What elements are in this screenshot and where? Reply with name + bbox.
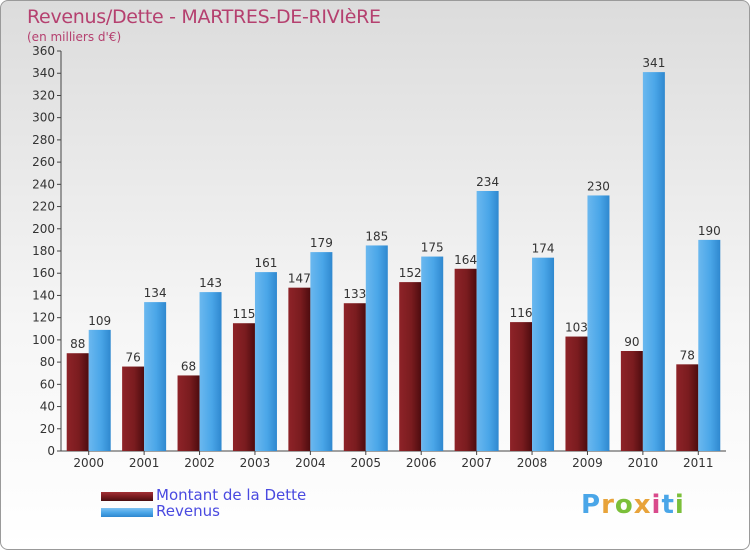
revenue-bar-label: 179 xyxy=(310,236,333,250)
revenue-bar-label: 190 xyxy=(698,224,721,238)
debt-bar xyxy=(232,323,255,451)
debt-bar xyxy=(510,322,533,451)
x-tick-label: 2001 xyxy=(129,456,160,470)
debt-bar-label: 76 xyxy=(125,351,140,365)
y-tick-label: 340 xyxy=(32,66,55,80)
debt-bar xyxy=(676,364,699,451)
debt-bar-label: 115 xyxy=(233,307,256,321)
y-tick-label: 140 xyxy=(32,288,55,302)
chart-title: Revenus/Dette - MARTRES-DE-RIVIèRE xyxy=(27,6,381,28)
logo-letter: x xyxy=(633,490,652,520)
y-tick-label: 180 xyxy=(32,244,55,258)
debt-bar-label: 152 xyxy=(399,266,422,280)
y-tick-label: 100 xyxy=(32,333,55,347)
debt-bar xyxy=(565,336,588,451)
debt-bar-label: 116 xyxy=(510,306,533,320)
revenue-bar xyxy=(698,239,721,451)
proxiti-logo: Proxiti xyxy=(581,490,685,520)
logo-letter: r xyxy=(601,490,615,520)
debt-bar xyxy=(288,287,311,451)
x-tick-label: 2003 xyxy=(240,456,271,470)
revenue-bar-label: 230 xyxy=(587,179,610,193)
x-tick-label: 2004 xyxy=(295,456,326,470)
debt-bar-label: 90 xyxy=(624,335,639,349)
x-tick-label: 2007 xyxy=(461,456,492,470)
debt-bar xyxy=(399,282,422,451)
y-tick-label: 240 xyxy=(32,177,55,191)
x-tick-label: 2009 xyxy=(572,456,603,470)
revenue-bar xyxy=(532,257,555,451)
legend-label-revenue: Revenus xyxy=(156,502,220,520)
debt-bar-label: 103 xyxy=(565,321,588,335)
revenue-bar xyxy=(144,302,167,451)
debt-bar xyxy=(620,351,643,451)
x-tick-label: 2005 xyxy=(351,456,382,470)
revenue-bar-label: 134 xyxy=(144,286,167,300)
logo-letter: P xyxy=(581,490,602,520)
revenue-bar-label: 185 xyxy=(365,229,388,243)
revenue-bar xyxy=(310,252,333,451)
y-tick-label: 60 xyxy=(40,377,55,391)
logo-letter: t xyxy=(661,490,675,520)
revenue-bar-label: 341 xyxy=(642,56,665,70)
y-tick-label: 300 xyxy=(32,111,55,125)
revenue-bar xyxy=(421,256,444,451)
y-tick-label: 320 xyxy=(32,88,55,102)
x-tick-label: 2002 xyxy=(184,456,215,470)
x-tick-label: 2006 xyxy=(406,456,437,470)
revenue-bar xyxy=(254,272,277,451)
revenue-bar-label: 109 xyxy=(88,314,111,328)
y-tick-label: 220 xyxy=(32,200,55,214)
y-tick-label: 0 xyxy=(47,444,55,458)
revenue-bar-label: 234 xyxy=(476,175,499,189)
logo-letter: i xyxy=(651,490,662,520)
debt-bar-label: 88 xyxy=(70,337,85,351)
y-tick-label: 200 xyxy=(32,222,55,236)
debt-bar xyxy=(177,375,200,451)
debt-bar-label: 68 xyxy=(181,359,196,373)
y-tick-label: 80 xyxy=(40,355,55,369)
debt-bar xyxy=(343,303,366,451)
revenue-bar xyxy=(476,191,499,451)
debt-bar-label: 133 xyxy=(343,287,366,301)
revenue-bar-label: 174 xyxy=(532,242,555,256)
x-tick-label: 2010 xyxy=(628,456,659,470)
y-tick-label: 120 xyxy=(32,311,55,325)
x-tick-label: 2011 xyxy=(683,456,714,470)
revenue-bar xyxy=(642,72,665,451)
x-tick-label: 2008 xyxy=(517,456,548,470)
logo-letter: i xyxy=(674,490,685,520)
y-tick-label: 260 xyxy=(32,155,55,169)
debt-bar xyxy=(122,366,145,451)
legend-swatch-debt xyxy=(101,492,153,501)
debt-bar-label: 164 xyxy=(454,253,477,267)
x-tick-label: 2000 xyxy=(73,456,104,470)
debt-bar-label: 147 xyxy=(288,272,311,286)
y-tick-label: 360 xyxy=(32,44,55,58)
y-tick-label: 40 xyxy=(40,400,55,414)
debt-bar xyxy=(454,268,477,451)
chart-subtitle: (en milliers d'€) xyxy=(27,30,122,44)
revenue-bar-label: 175 xyxy=(421,241,444,255)
revenue-bar xyxy=(88,329,111,451)
logo-letter: o xyxy=(614,490,634,520)
debt-bar xyxy=(66,353,89,451)
legend-swatch-revenue xyxy=(101,508,153,517)
legend-label-debt: Montant de la Dette xyxy=(156,486,307,504)
revenue-bar-label: 143 xyxy=(199,276,222,290)
y-tick-label: 20 xyxy=(40,422,55,436)
revenue-bar xyxy=(587,195,610,451)
revenue-bar xyxy=(199,292,222,451)
debt-bar-label: 78 xyxy=(680,348,695,362)
revenue-bar xyxy=(365,245,388,451)
y-tick-label: 160 xyxy=(32,266,55,280)
y-tick-label: 280 xyxy=(32,133,55,147)
revenue-bar-label: 161 xyxy=(255,256,278,270)
